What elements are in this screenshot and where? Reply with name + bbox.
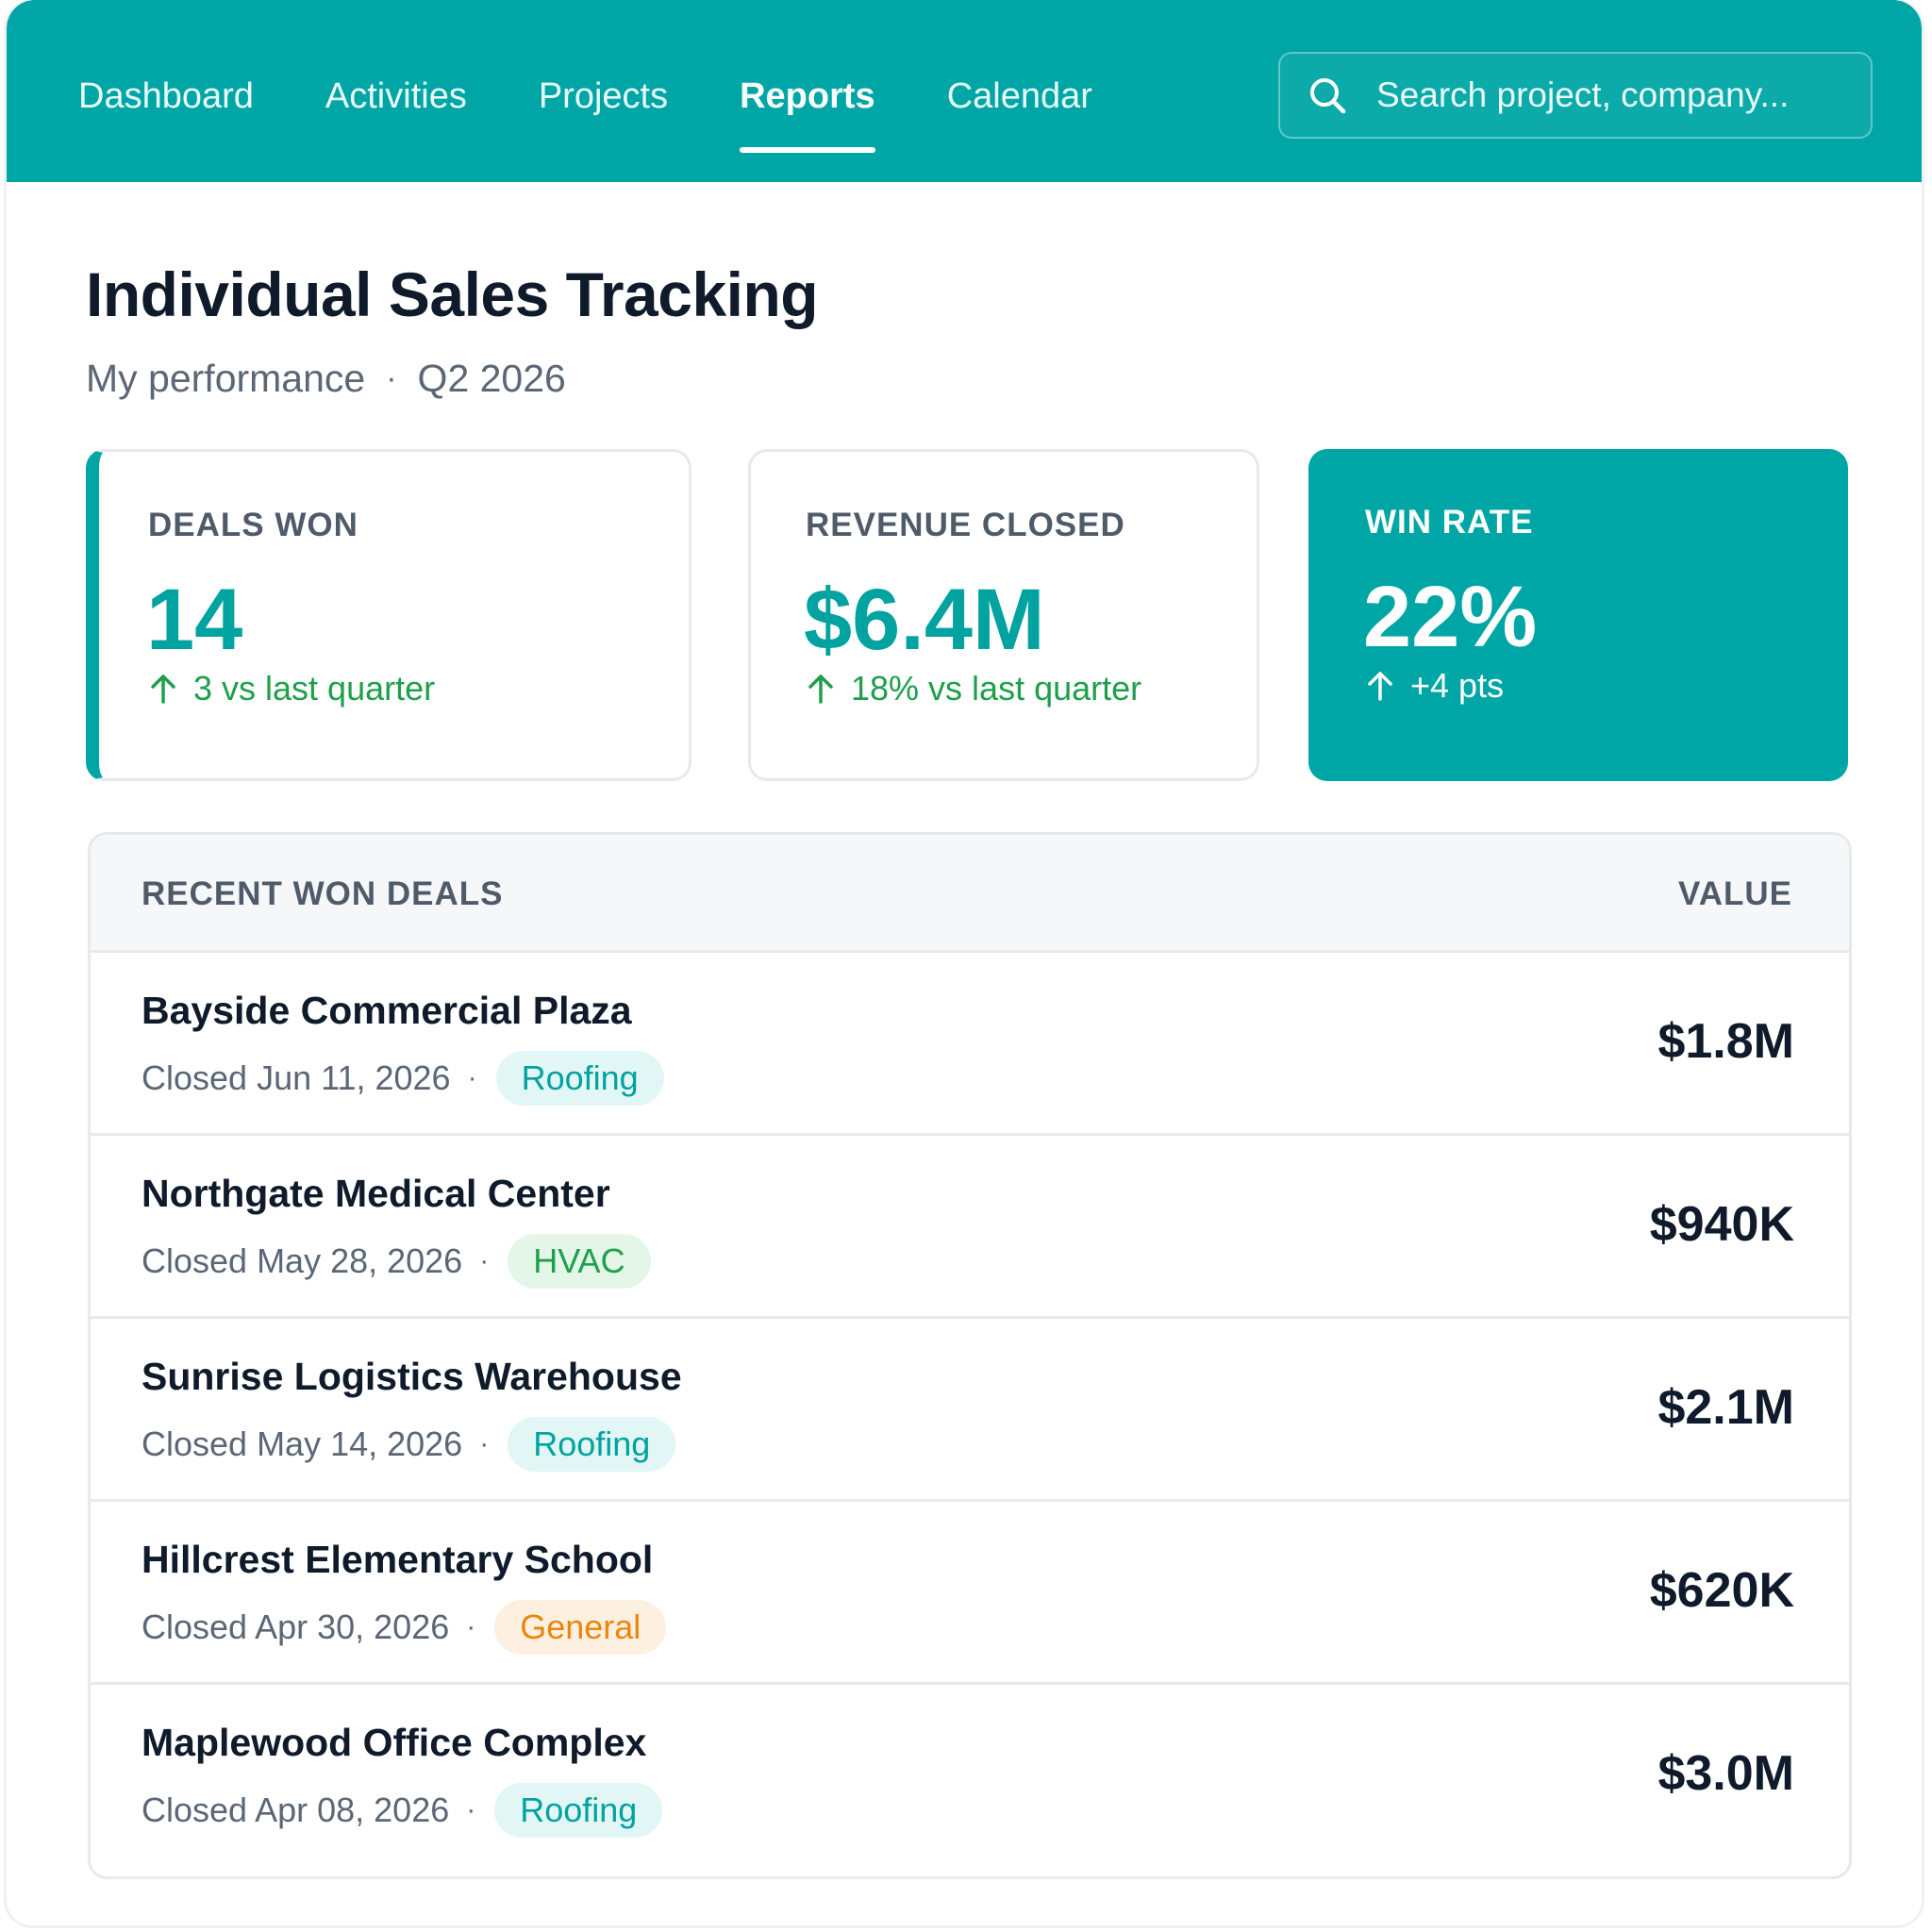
kpi-change-text: +4 pts — [1410, 666, 1505, 705]
arrow-up-icon — [1368, 672, 1392, 701]
kpi-change: 18% vs last quarter — [806, 669, 1141, 708]
category-tag: Roofing — [495, 1051, 664, 1106]
arrow-up-icon — [151, 675, 175, 704]
category-tag: General — [494, 1600, 667, 1655]
deal-meta: Closed Apr 30, 2026 · General — [142, 1600, 667, 1655]
arrow-up-icon — [808, 675, 833, 704]
table-row[interactable]: Sunrise Logistics Warehouse Closed May 1… — [91, 1319, 1849, 1502]
deal-meta: Closed May 14, 2026 · Roofing — [142, 1417, 676, 1472]
search-input[interactable] — [1374, 75, 1852, 116]
deal-name: Northgate Medical Center — [142, 1172, 610, 1215]
deal-value: $940K — [1649, 1197, 1794, 1252]
column-header-value: VALUE — [1677, 875, 1792, 912]
table-row[interactable]: Bayside Commercial Plaza Closed Jun 11, … — [91, 953, 1849, 1136]
table-header: RECENT WON DEALS VALUE — [91, 835, 1849, 953]
deal-closed-date: Closed Jun 11, 2026 — [142, 1058, 451, 1097]
recent-won-deals-table: RECENT WON DEALS VALUE Bayside Commercia… — [88, 832, 1852, 1879]
kpi-change: +4 pts — [1365, 666, 1504, 706]
deal-name: Hillcrest Elementary School — [142, 1538, 654, 1581]
deal-closed-date: Closed May 28, 2026 — [142, 1241, 463, 1280]
deal-closed-date: Closed May 14, 2026 — [142, 1424, 463, 1463]
kpi-value: 22% — [1363, 569, 1538, 665]
meta-separator: · — [479, 1245, 490, 1276]
column-header-deals: RECENT WON DEALS — [142, 875, 504, 912]
category-tag: Roofing — [508, 1417, 676, 1472]
kpi-change: 3 vs last quarter — [148, 669, 435, 708]
table-row[interactable]: Northgate Medical Center Closed May 28, … — [91, 1136, 1849, 1319]
deal-name: Maplewood Office Complex — [142, 1721, 647, 1764]
main-nav: Dashboard Activities Projects Reports Ca… — [78, 74, 1092, 153]
deal-value: $3.0M — [1657, 1746, 1794, 1801]
meta-separator: · — [466, 1611, 476, 1642]
kpi-change-text: 3 vs last quarter — [193, 669, 436, 708]
search-icon[interactable] — [1307, 75, 1348, 116]
search-box[interactable] — [1278, 52, 1873, 139]
kpi-value: $6.4M — [804, 572, 1045, 668]
category-tag: Roofing — [494, 1783, 663, 1838]
table-row[interactable]: Maplewood Office Complex Closed Apr 08, … — [91, 1685, 1849, 1868]
meta-separator: · — [479, 1428, 490, 1459]
deal-name: Sunrise Logistics Warehouse — [142, 1355, 682, 1398]
kpi-label: REVENUE CLOSED — [806, 507, 1125, 543]
nav-item-reports[interactable]: Reports — [740, 74, 875, 153]
deal-value: $620K — [1649, 1563, 1794, 1618]
page-subtitle: My performance · Q2 2026 — [86, 357, 566, 401]
deal-value: $1.8M — [1657, 1014, 1794, 1069]
nav-item-projects[interactable]: Projects — [538, 76, 669, 116]
deal-closed-date: Closed Apr 30, 2026 — [142, 1607, 450, 1646]
subtitle-period: Q2 2026 — [417, 357, 566, 400]
kpi-label: WIN RATE — [1365, 504, 1534, 541]
deal-value: $2.1M — [1657, 1380, 1794, 1435]
kpi-label: DEALS WON — [148, 507, 358, 543]
category-tag: HVAC — [508, 1234, 651, 1289]
deal-name: Bayside Commercial Plaza — [142, 989, 632, 1032]
top-navigation-bar: Dashboard Activities Projects Reports Ca… — [7, 0, 1922, 182]
table-row[interactable]: Hillcrest Elementary School Closed Apr 3… — [91, 1502, 1849, 1685]
nav-item-activities[interactable]: Activities — [325, 76, 467, 116]
kpi-card-deals-won: DEALS WON 14 3 vs last quarter — [86, 449, 691, 781]
kpi-card-revenue-closed: REVENUE CLOSED $6.4M 18% vs last quarter — [748, 449, 1259, 781]
subtitle-scope: My performance — [86, 357, 366, 400]
kpi-card-win-rate: WIN RATE 22% +4 pts — [1308, 449, 1848, 781]
kpi-value: 14 — [146, 572, 243, 668]
app-window: Dashboard Activities Projects Reports Ca… — [4, 0, 1924, 1928]
nav-item-calendar[interactable]: Calendar — [946, 76, 1092, 116]
deal-meta: Closed Apr 08, 2026 · Roofing — [142, 1783, 663, 1838]
deal-meta: Closed May 28, 2026 · HVAC — [142, 1234, 651, 1289]
page-title: Individual Sales Tracking — [86, 259, 819, 329]
nav-item-dashboard[interactable]: Dashboard — [78, 76, 254, 116]
meta-separator: · — [467, 1062, 477, 1093]
deal-meta: Closed Jun 11, 2026 · Roofing — [142, 1051, 664, 1106]
subtitle-separator: · — [386, 360, 397, 396]
kpi-change-text: 18% vs last quarter — [851, 669, 1142, 708]
meta-separator: · — [466, 1794, 476, 1825]
deal-closed-date: Closed Apr 08, 2026 — [142, 1790, 450, 1829]
